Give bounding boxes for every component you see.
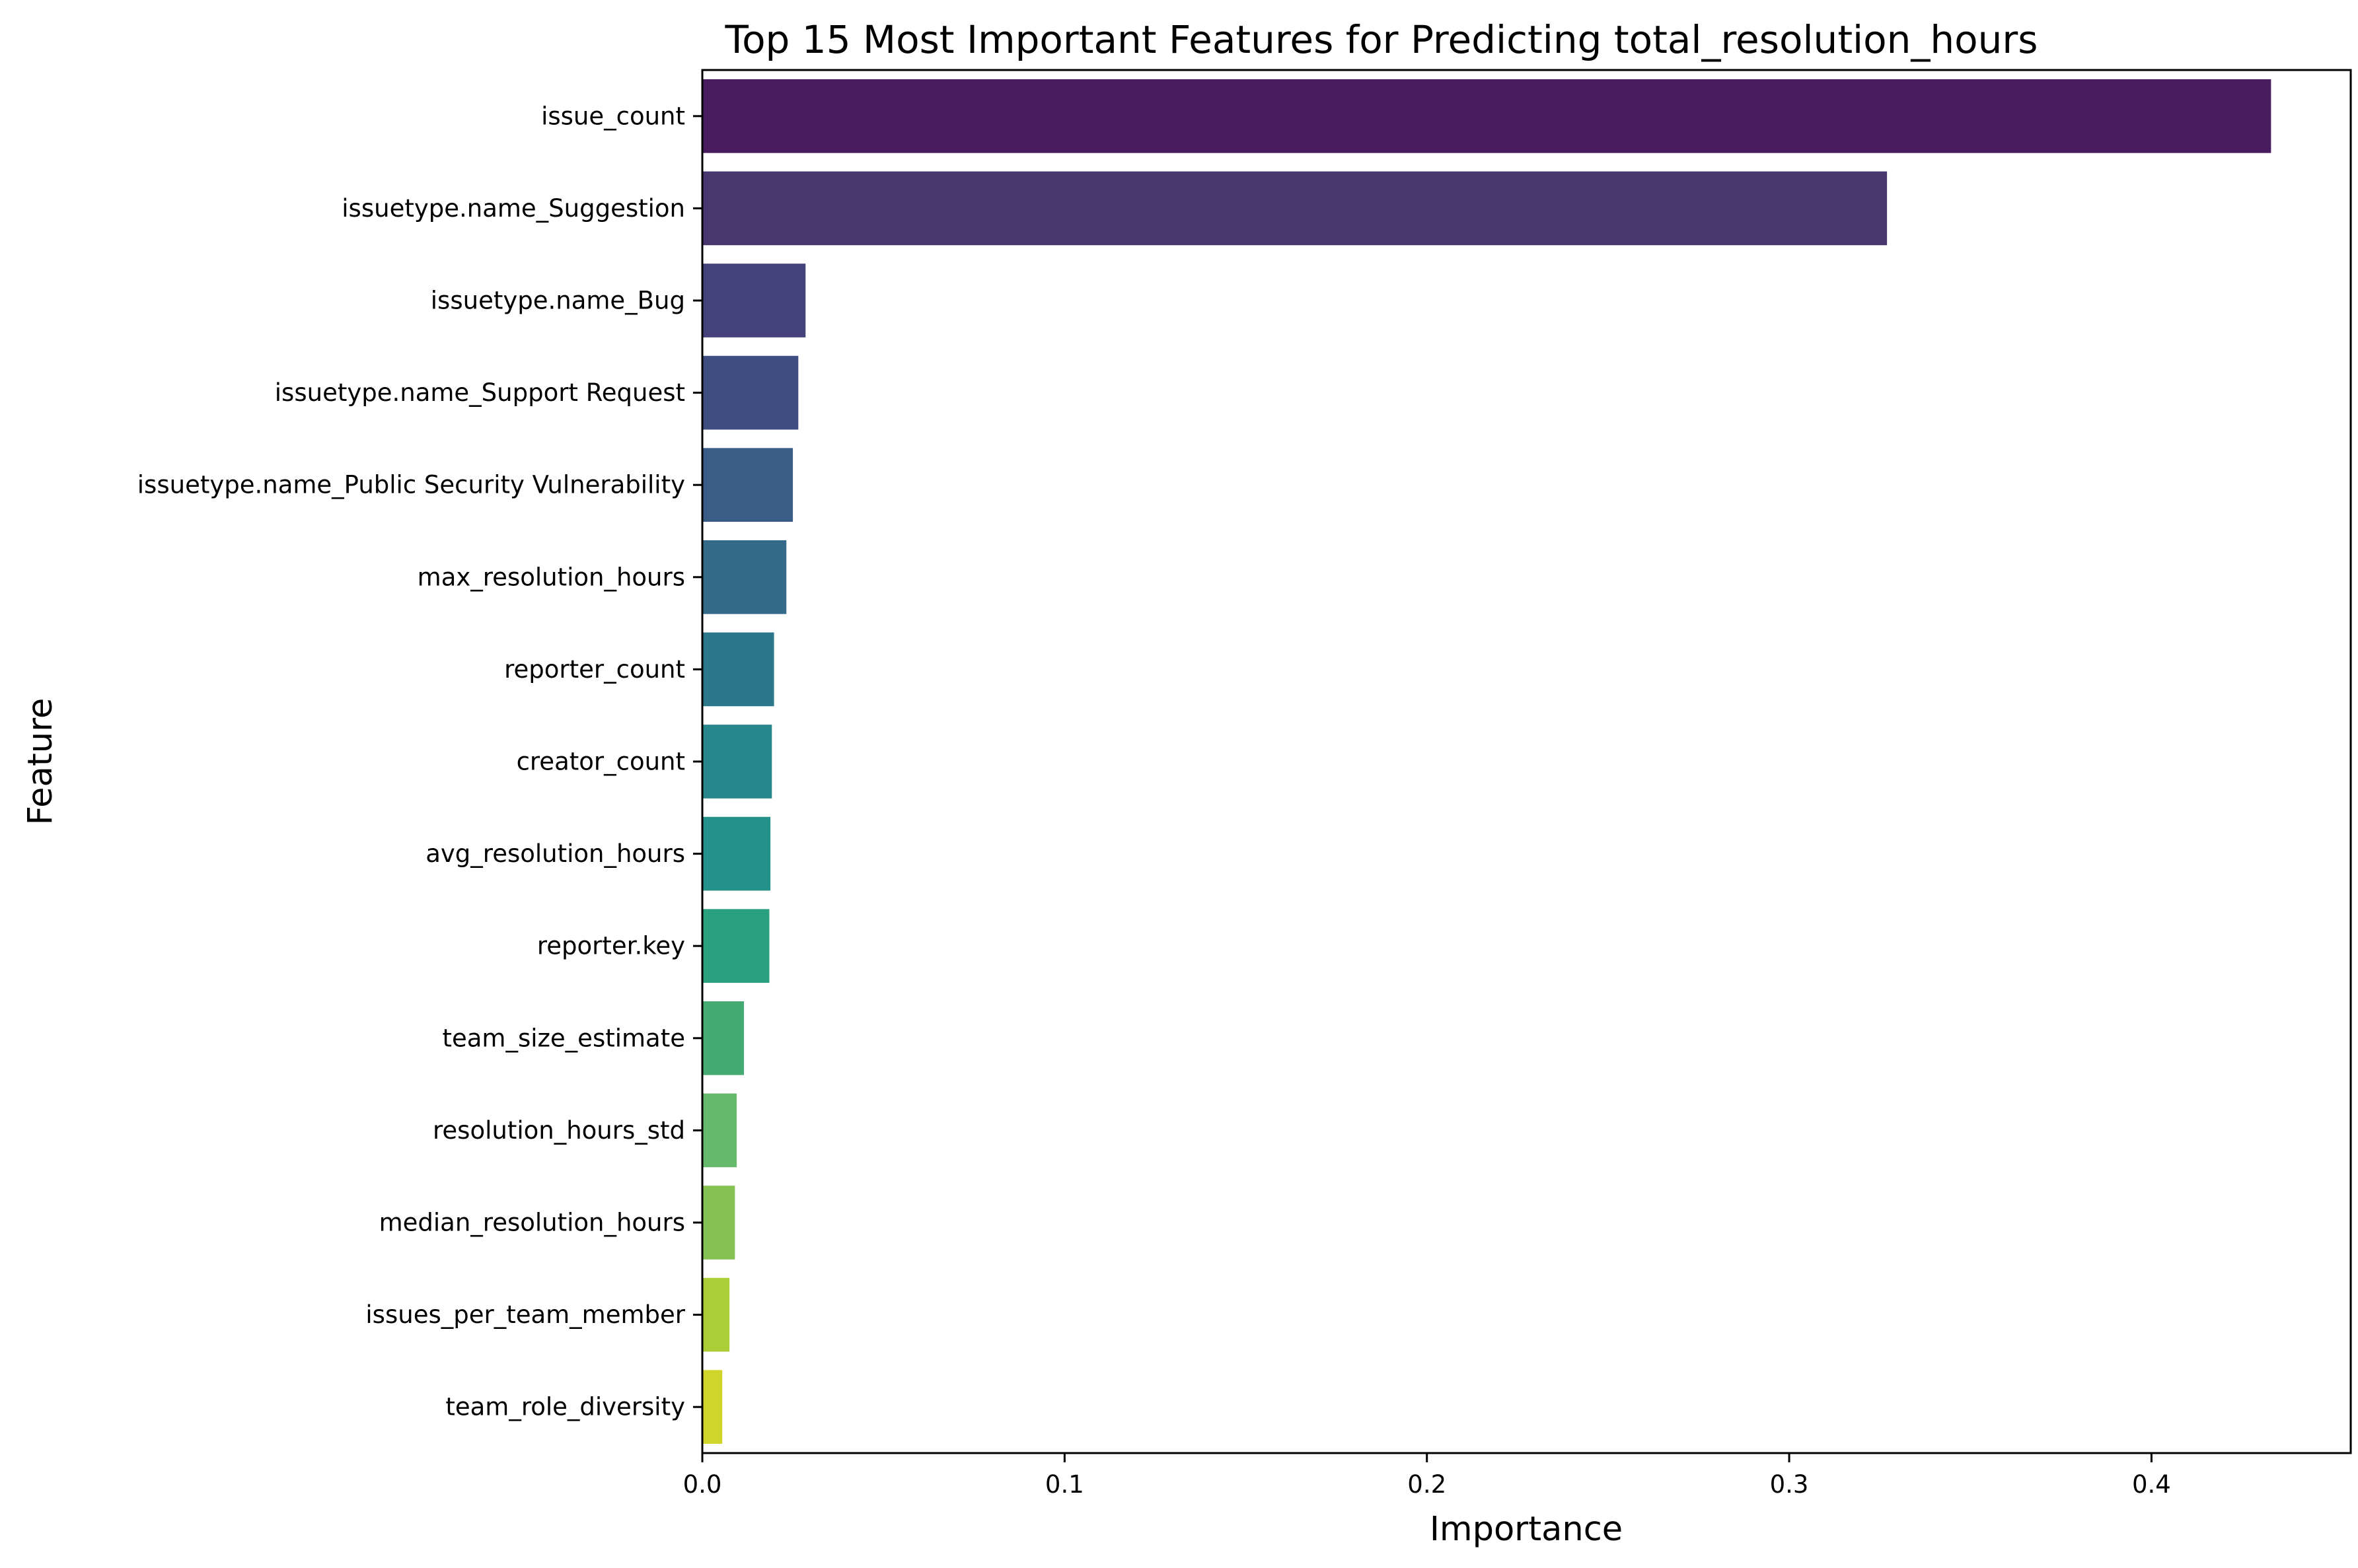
chart-title: Top 15 Most Important Features for Predi… bbox=[725, 17, 2038, 62]
y-tick-label: resolution_hours_std bbox=[433, 1116, 685, 1145]
bar-reporter-count bbox=[702, 632, 774, 707]
bar-issuetype-name-bug bbox=[702, 264, 806, 338]
plot-frame bbox=[701, 69, 2352, 1454]
y-tick-label: issue_count bbox=[541, 102, 685, 130]
y-tick-label: median_resolution_hours bbox=[379, 1209, 685, 1237]
y-tick-label: issuetype.name_Support Request bbox=[275, 378, 685, 407]
bars-group bbox=[702, 79, 2271, 1444]
y-tick-label: issues_per_team_member bbox=[365, 1301, 685, 1329]
y-tick-label: team_size_estimate bbox=[442, 1024, 685, 1052]
bar-max-resolution-hours bbox=[702, 540, 787, 614]
y-tick-label: team_role_diversity bbox=[445, 1393, 685, 1421]
y-tick-label: issuetype.name_Bug bbox=[431, 287, 685, 315]
bar-median-resolution-hours bbox=[702, 1186, 735, 1260]
y-tick-group: issue_count issuetype.name_Suggestionissu… bbox=[137, 102, 702, 1421]
x-axis-label: Importance bbox=[1430, 1510, 1623, 1549]
y-axis-label: Feature bbox=[21, 698, 60, 826]
x-tick-label: 0.2 bbox=[1407, 1470, 1446, 1499]
y-tick-label: creator_count bbox=[517, 748, 685, 776]
bar-issues-per-team-member bbox=[702, 1277, 730, 1352]
bar-team-role-diversity bbox=[702, 1370, 723, 1444]
y-tick-label: avg_resolution_hours bbox=[425, 839, 685, 868]
y-tick-label: reporter_count bbox=[504, 655, 685, 684]
x-tick-label: 0.0 bbox=[683, 1470, 722, 1499]
y-tick-label: max_resolution_hours bbox=[418, 563, 685, 591]
x-tick-group: 0.0 0.1 0.2 0.3 0.4 bbox=[683, 1453, 2171, 1499]
y-tick-label: issuetype.name_Public Security Vulnerabi… bbox=[137, 471, 685, 499]
bar-issuetype-name-public-security-vulnerability bbox=[702, 448, 793, 522]
bar-resolution-hours-std bbox=[702, 1093, 737, 1168]
bar-reporter-key bbox=[702, 909, 770, 983]
bar-issue-count bbox=[702, 79, 2271, 153]
x-tick-label: 0.4 bbox=[2132, 1470, 2171, 1499]
x-tick-label: 0.3 bbox=[1770, 1470, 1809, 1499]
bar-issuetype-name-suggestion bbox=[702, 171, 1888, 246]
bar-team-size-estimate bbox=[702, 1001, 745, 1075]
bar-creator-count bbox=[702, 725, 772, 799]
y-tick-label: reporter.key bbox=[537, 932, 685, 960]
bar-issuetype-name-support-request bbox=[702, 355, 799, 430]
bar-avg-resolution-hours bbox=[702, 816, 771, 891]
y-tick-label: issuetype.name_Suggestion bbox=[342, 194, 685, 223]
x-tick-label: 0.1 bbox=[1045, 1470, 1084, 1499]
